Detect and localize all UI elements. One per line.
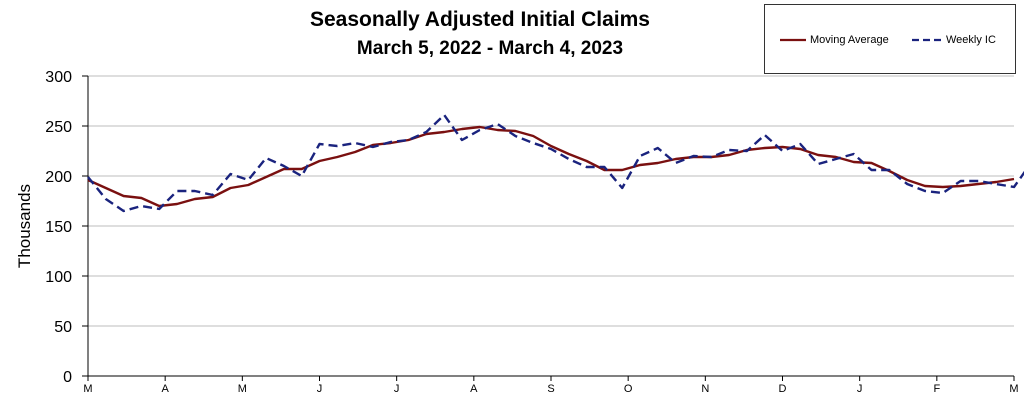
y-tick-label: 0 [63, 369, 72, 386]
legend-label-moving-average: Moving Average [810, 34, 889, 46]
x-tick-label: N [701, 383, 709, 395]
legend-label-weekly-ic: Weekly IC [946, 34, 996, 46]
x-tick-label: F [933, 383, 940, 395]
chart-legend: Moving Average Weekly IC [764, 4, 1016, 74]
x-tick-label: A [161, 383, 169, 395]
legend-swatch-weekly-ic [912, 38, 942, 42]
chart-subtitle: March 5, 2022 - March 4, 2023 [356, 38, 624, 59]
y-tick-label: 50 [54, 319, 72, 336]
y-tick-label: 200 [45, 169, 72, 186]
x-tick-label: J [317, 383, 323, 395]
series-line-moving-average [87, 125, 1015, 208]
series-line-weekly-ic [87, 113, 1024, 213]
x-tick-label: S [547, 383, 554, 395]
x-tick-label: M [1009, 383, 1018, 395]
legend-swatch-moving-average [780, 38, 806, 42]
chart-title: Seasonally Adjusted Initial Claims [310, 8, 650, 31]
y-axis-label: Thousands [15, 184, 34, 268]
y-tick-label: 150 [45, 219, 72, 236]
y-tick-label: 250 [45, 119, 72, 136]
x-tick-label: J [394, 383, 400, 395]
legend-item-weekly-ic: Weekly IC [911, 34, 996, 46]
x-tick-label: M [238, 383, 247, 395]
x-tick-label: M [83, 383, 92, 395]
x-tick-label: D [779, 383, 787, 395]
y-tick-label: 300 [45, 69, 72, 86]
x-tick-label: J [857, 383, 863, 395]
legend-item-moving-average: Moving Average [779, 34, 889, 46]
y-tick-label: 100 [45, 269, 72, 286]
x-tick-label: A [470, 383, 478, 395]
x-tick-label: O [624, 383, 633, 395]
